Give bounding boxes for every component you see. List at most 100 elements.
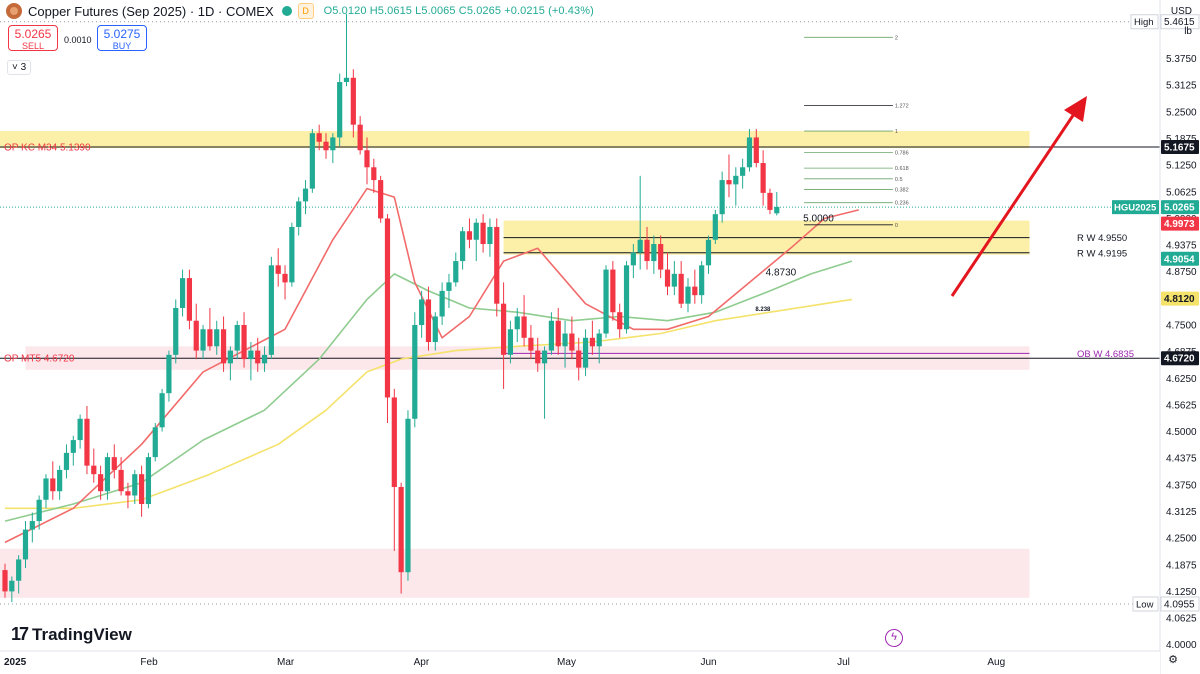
candle-body: [446, 282, 452, 291]
candle: [77, 414, 83, 449]
candle-body: [111, 457, 117, 470]
indicator-count: 3: [20, 62, 27, 73]
level-tag: 5.1675: [1164, 143, 1195, 154]
candle-body: [350, 77, 356, 125]
candle: [275, 248, 281, 287]
candle-body: [275, 265, 281, 274]
candle: [255, 337, 261, 372]
sell-button[interactable]: 5.0265 SELL: [8, 25, 58, 51]
candle-body: [193, 320, 199, 351]
candle-body: [2, 570, 8, 592]
y-tick-label: 4.3750: [1166, 480, 1197, 491]
trend-arrow-line: [950, 107, 1080, 297]
indicators-collapse-button[interactable]: ˅ 3: [7, 60, 32, 75]
candle-body: [166, 354, 172, 394]
candle: [84, 405, 90, 475]
price-axis: [1160, 0, 1200, 674]
candle: [241, 312, 247, 368]
candle: [57, 465, 63, 500]
candle: [268, 256, 274, 360]
candle: [118, 457, 124, 496]
price-annotation: 8.238: [755, 307, 771, 313]
x-tick-label: Jul: [837, 657, 850, 668]
candle: [692, 269, 698, 304]
candle: [330, 133, 336, 164]
y-tick-label: 5.3125: [1166, 81, 1197, 92]
low-tag-bg: [1160, 596, 1200, 612]
candle: [179, 269, 186, 317]
candle: [658, 235, 664, 279]
candle: [91, 448, 97, 483]
ohlc-readout: O5.0120 H5.0615 L5.0065 C5.0265 +0.0215 …: [323, 5, 594, 17]
candle: [29, 512, 35, 543]
candle: [337, 73, 343, 146]
y-tick-label: 4.0625: [1166, 614, 1197, 625]
price-tag-bg: [1161, 291, 1199, 306]
candle-body: [84, 418, 90, 466]
high-label-bg: [1130, 14, 1159, 30]
candle: [603, 265, 609, 338]
candle-body: [733, 175, 739, 185]
candle-body: [644, 239, 650, 262]
candle: [378, 175, 384, 223]
candle-body: [57, 469, 63, 492]
unit-selector[interactable]: lb: [1184, 26, 1192, 37]
candle: [460, 226, 466, 270]
candle: [207, 307, 213, 351]
x-tick-label: Feb: [140, 657, 158, 668]
buy-button[interactable]: 5.0275 BUY: [97, 25, 147, 51]
level-tag-bg: [1161, 351, 1199, 366]
candle-body: [623, 265, 630, 330]
high-label: High: [1134, 17, 1154, 28]
buy-price: 5.0275: [103, 27, 141, 41]
fib-label: 0.618: [895, 166, 909, 172]
y-tick-label: 5.3750: [1166, 54, 1197, 65]
candle: [248, 342, 254, 381]
candle-body: [378, 180, 384, 219]
candle: [473, 218, 479, 262]
candle-body: [494, 226, 500, 304]
low-value: 4.0955: [1164, 599, 1195, 610]
candle-body: [316, 133, 322, 142]
candle: [719, 171, 725, 223]
candle: [296, 197, 302, 236]
flash-icon[interactable]: ϟ: [885, 629, 903, 647]
currency-selector[interactable]: USD: [1170, 6, 1192, 17]
delayed-badge: D: [297, 3, 314, 19]
symbol-title[interactable]: Copper Futures (Sep 2025) · 1D · COMEX: [28, 3, 274, 19]
candle-body: [309, 133, 315, 189]
time-axis: [0, 651, 1160, 674]
candle: [569, 316, 575, 360]
candle-body: [207, 329, 213, 347]
spread-value: 0.0010: [64, 35, 92, 45]
candle: [494, 218, 500, 317]
candle: [582, 329, 589, 377]
y-tick-label: 4.1250: [1166, 587, 1197, 598]
fib-label: 1.272: [895, 103, 909, 109]
candle: [528, 325, 534, 360]
candle: [70, 435, 76, 466]
candle-body: [637, 239, 643, 253]
y-tick-label: 4.4375: [1166, 454, 1197, 465]
candle-body: [692, 286, 698, 296]
candle: [371, 158, 377, 193]
level-label: OP KC M34 5.1390: [4, 143, 91, 154]
candle: [466, 218, 473, 249]
candle: [63, 444, 70, 479]
candle: [309, 128, 315, 193]
candle: [678, 261, 684, 308]
candle: [391, 388, 397, 551]
candle: [637, 175, 643, 270]
candle-body: [603, 269, 609, 334]
fib-label: 0: [895, 223, 898, 229]
candle: [350, 69, 356, 138]
candle-body: [767, 192, 773, 210]
level-tag-bg: [1161, 140, 1199, 155]
x-tick-label: 2025: [4, 657, 27, 668]
candle: [541, 346, 548, 419]
tradingview-logo: 17 TradingView: [11, 624, 132, 645]
candle-body: [658, 244, 664, 270]
high-value: 5.4615: [1164, 17, 1195, 28]
gear-icon[interactable]: ⚙: [1168, 654, 1178, 666]
